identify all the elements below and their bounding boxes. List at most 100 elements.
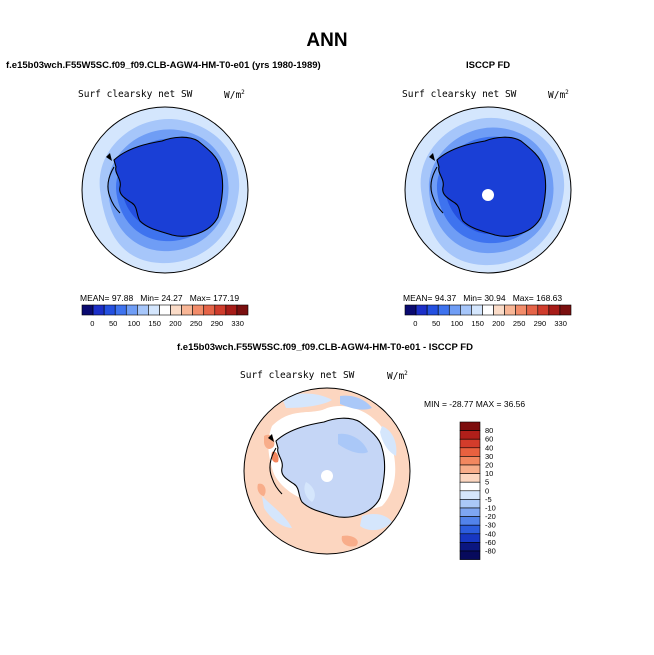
diff-colorbar-cell [459, 481, 481, 492]
model-colorbar-cell [192, 304, 205, 316]
diff-colorbar-label: -10 [485, 504, 496, 513]
obs-colorbar-label: 330 [554, 319, 567, 328]
obs-colorbar-label: 250 [513, 319, 526, 328]
model-colorbar-cell [81, 304, 94, 316]
model-colorbar-cell [137, 304, 149, 316]
diff-colorbar-label: -30 [485, 521, 496, 530]
obs-variable-label: Surf clearsky net SW [402, 89, 517, 100]
model-antarctica-land [113, 136, 224, 237]
model-colorbar-label: 250 [190, 319, 203, 328]
model-colorbar: 0 50 100 150 200 250 290 330 [81, 304, 249, 328]
model-colorbar-label: 100 [128, 319, 141, 328]
obs-colorbar-cell [559, 304, 572, 316]
diff-colorbar-label: 30 [485, 452, 493, 461]
model-colorbar-label: 330 [231, 319, 244, 328]
model-stats: MEAN= 97.88 Min= 24.27 Max= 177.19 [80, 293, 240, 303]
diff-colorbar-label: -40 [485, 529, 496, 538]
model-units-label: W/m2 [224, 89, 245, 102]
model-colorbar-cell [236, 304, 249, 316]
model-colorbar-label: 150 [148, 319, 161, 328]
obs-colorbar-cell [415, 304, 428, 316]
diff-colorbar-cell [459, 430, 481, 440]
model-polar-map [81, 106, 249, 274]
diff-colorbar-label: 5 [485, 478, 489, 487]
model-colorbar-cell [203, 304, 216, 316]
diff-colorbar-cell [459, 438, 481, 449]
model-case-title: f.e15b03wch.F55W5SC.f09_f09.CLB-AGW4-HM-… [6, 60, 321, 71]
obs-stats: MEAN= 94.37 Min= 30.94 Max= 168.63 [403, 293, 563, 303]
diff-units-label: W/m2 [387, 370, 408, 383]
diff-title: f.e15b03wch.F55W5SC.f09_f09.CLB-AGW4-HM-… [177, 342, 473, 353]
diff-colorbar-cell [459, 542, 481, 552]
obs-colorbar-label: 200 [492, 319, 505, 328]
obs-title: ISCCP FD [466, 60, 511, 71]
page-title: ANN [306, 30, 348, 51]
diff-colorbar-label: -80 [485, 547, 496, 556]
diff-colorbar-cell [459, 499, 481, 509]
model-colorbar-cell [181, 304, 193, 316]
obs-colorbar-cell [537, 304, 550, 316]
obs-colorbar-cell [493, 304, 505, 316]
diff-colorbar-label: 10 [485, 469, 493, 478]
diff-colorbar-cell [459, 516, 481, 526]
model-colorbar-label: 290 [211, 319, 224, 328]
diff-colorbar-label: -20 [485, 512, 496, 521]
obs-colorbar-cell [515, 304, 528, 316]
model-colorbar-cell [214, 304, 227, 316]
diff-colorbar-label: 20 [485, 461, 493, 470]
diff-colorbar-label: -5 [485, 495, 492, 504]
diff-variable-label: Surf clearsky net SW [240, 370, 355, 381]
diff-colorbar-cell [459, 524, 481, 535]
model-colorbar-cell [114, 304, 127, 316]
model-colorbar-cell [92, 304, 105, 316]
obs-antarctica-land [436, 136, 547, 237]
diff-missing-data-pole [321, 470, 333, 482]
obs-colorbar-cell [504, 304, 516, 316]
diff-colorbar-label: 40 [485, 443, 493, 452]
diff-colorbar-cell [459, 464, 481, 474]
obs-colorbar-label: 50 [432, 319, 440, 328]
diff-colorbar-cell [459, 507, 481, 517]
diff-polar-map [243, 387, 411, 555]
model-colorbar-cell [103, 304, 116, 316]
obs-colorbar-cell [404, 304, 417, 316]
model-variable-label: Surf clearsky net SW [78, 89, 193, 100]
diff-colorbar-cell [459, 490, 481, 500]
model-colorbar-cell [125, 304, 138, 316]
diff-colorbar-cell [459, 456, 481, 466]
diff-colorbar-cell [459, 473, 481, 483]
diff-colorbar-label: 0 [485, 486, 489, 495]
obs-colorbar: 0 50 100 150 200 250 290 330 [404, 304, 572, 328]
diff-colorbar-cell [459, 421, 481, 431]
obs-colorbar-cell [437, 304, 450, 316]
diff-colorbar-cell [459, 533, 481, 543]
obs-colorbar-label: 150 [471, 319, 484, 328]
obs-colorbar-cell [548, 304, 561, 316]
obs-units-label: W/m2 [548, 89, 569, 102]
model-colorbar-cell [170, 304, 182, 316]
model-colorbar-cell [225, 304, 238, 316]
diff-colorbar-label: 60 [485, 435, 493, 444]
obs-colorbar-cell [526, 304, 539, 316]
obs-colorbar-cell [482, 304, 494, 316]
obs-colorbar-cell [448, 304, 461, 316]
obs-colorbar-label: 0 [413, 319, 417, 328]
obs-polar-map [404, 106, 572, 274]
model-colorbar-label: 0 [90, 319, 94, 328]
model-colorbar-cell [148, 304, 160, 316]
obs-colorbar-cell [426, 304, 439, 316]
model-colorbar-cell [159, 304, 171, 316]
model-colorbar-label: 50 [109, 319, 117, 328]
model-colorbar-label: 200 [169, 319, 182, 328]
diff-colorbar-label: 80 [485, 426, 493, 435]
obs-missing-data-pole [482, 189, 494, 201]
obs-colorbar-label: 290 [534, 319, 547, 328]
obs-colorbar-cell [471, 304, 483, 316]
diff-colorbar-label: -60 [485, 538, 496, 547]
diff-colorbar-cell [459, 550, 481, 560]
obs-colorbar-cell [460, 304, 472, 316]
diff-minmax: MIN = -28.77 MAX = 36.56 [424, 399, 526, 409]
diff-colorbar-cell [459, 447, 481, 457]
obs-colorbar-label: 100 [451, 319, 464, 328]
